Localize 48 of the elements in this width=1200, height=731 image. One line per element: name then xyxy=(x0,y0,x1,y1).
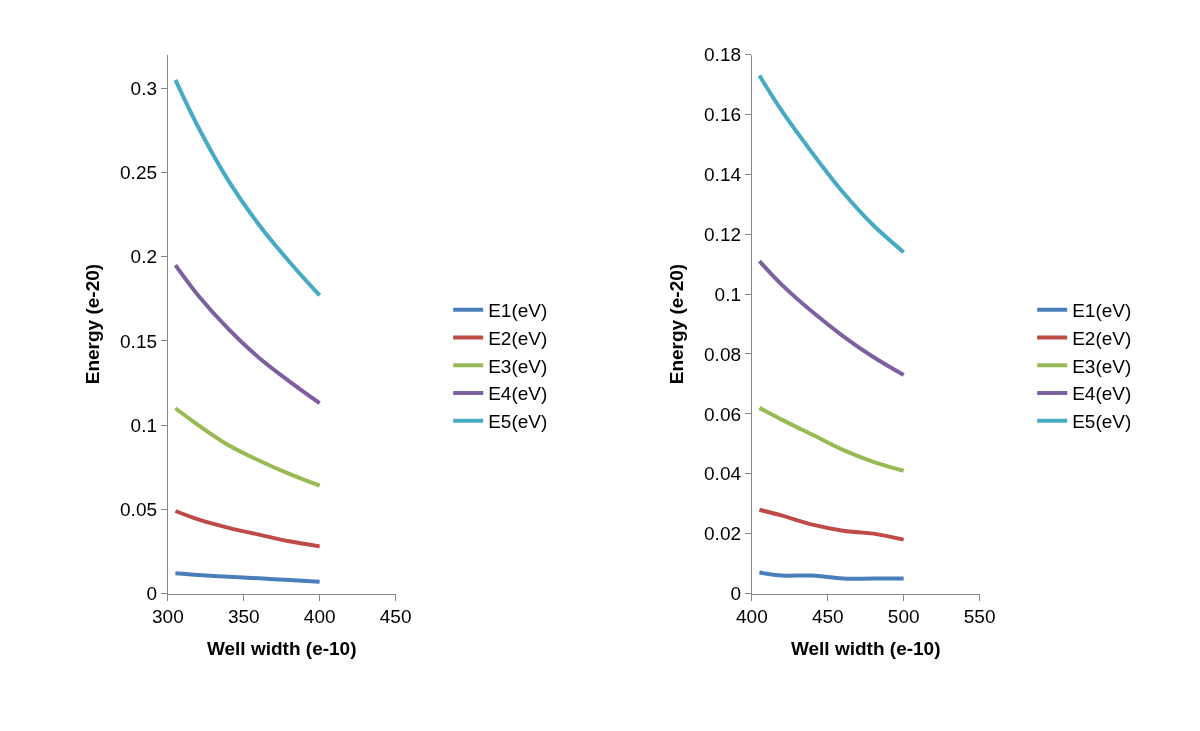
legend-label: E4(eV) xyxy=(488,383,548,405)
y-tick-label: 0.3 xyxy=(130,77,158,99)
x-tick-label: 350 xyxy=(227,606,260,628)
y-tick-label: 0.08 xyxy=(704,343,742,365)
y-tick-label: 0.06 xyxy=(704,403,742,425)
x-tick-label: 300 xyxy=(151,606,184,628)
y-tick-label: 0.25 xyxy=(120,162,158,184)
line-series xyxy=(757,73,906,255)
legend-label: E4(eV) xyxy=(1072,383,1132,405)
x-tick-label: 450 xyxy=(811,606,844,628)
line-series xyxy=(757,507,906,542)
line-series xyxy=(173,509,322,549)
legend-label: E3(eV) xyxy=(488,355,548,377)
x-axis-title: Well width (e-10) xyxy=(206,638,357,660)
x-tick-label: 550 xyxy=(963,606,996,628)
legend-label: E3(eV) xyxy=(1072,355,1132,377)
x-axis-title: Well width (e-10) xyxy=(790,638,941,660)
legend-label: E1(eV) xyxy=(488,300,548,322)
y-tick-label: 0.04 xyxy=(704,463,742,485)
legend-label: E1(eV) xyxy=(1072,300,1132,322)
y-tick-label: 0.1 xyxy=(130,414,158,436)
x-tick-label: 400 xyxy=(735,606,768,628)
y-tick-label: 0.05 xyxy=(120,498,158,520)
y-tick-label: 0 xyxy=(730,583,742,605)
legend-label: E2(eV) xyxy=(1072,327,1132,349)
line-series xyxy=(173,406,322,488)
y-tick-label: 0.2 xyxy=(130,246,158,268)
y-tick-label: 0.12 xyxy=(704,223,742,245)
x-tick-label: 450 xyxy=(379,606,412,628)
y-tick-label: 0.14 xyxy=(704,163,742,185)
y-tick-label: 0.18 xyxy=(704,44,742,66)
x-tick-label: 500 xyxy=(887,606,920,628)
line-series xyxy=(173,571,322,584)
y-tick-label: 0.15 xyxy=(120,330,158,352)
y-axis-title: Energy (e-20) xyxy=(81,263,103,385)
legend-label: E5(eV) xyxy=(1072,411,1132,433)
line-series xyxy=(757,259,906,377)
legend-label: E5(eV) xyxy=(488,411,548,433)
legend-label: E2(eV) xyxy=(488,327,548,349)
y-tick-label: 0.16 xyxy=(704,104,742,126)
x-tick-label: 400 xyxy=(303,606,336,628)
y-axis-title: Energy (e-20) xyxy=(665,263,687,385)
line-series xyxy=(757,405,906,473)
y-tick-label: 0.02 xyxy=(704,523,742,545)
y-tick-label: 0.1 xyxy=(714,283,742,305)
y-tick-label: 0 xyxy=(146,583,158,605)
line-series xyxy=(173,77,322,298)
line-series xyxy=(173,263,322,406)
